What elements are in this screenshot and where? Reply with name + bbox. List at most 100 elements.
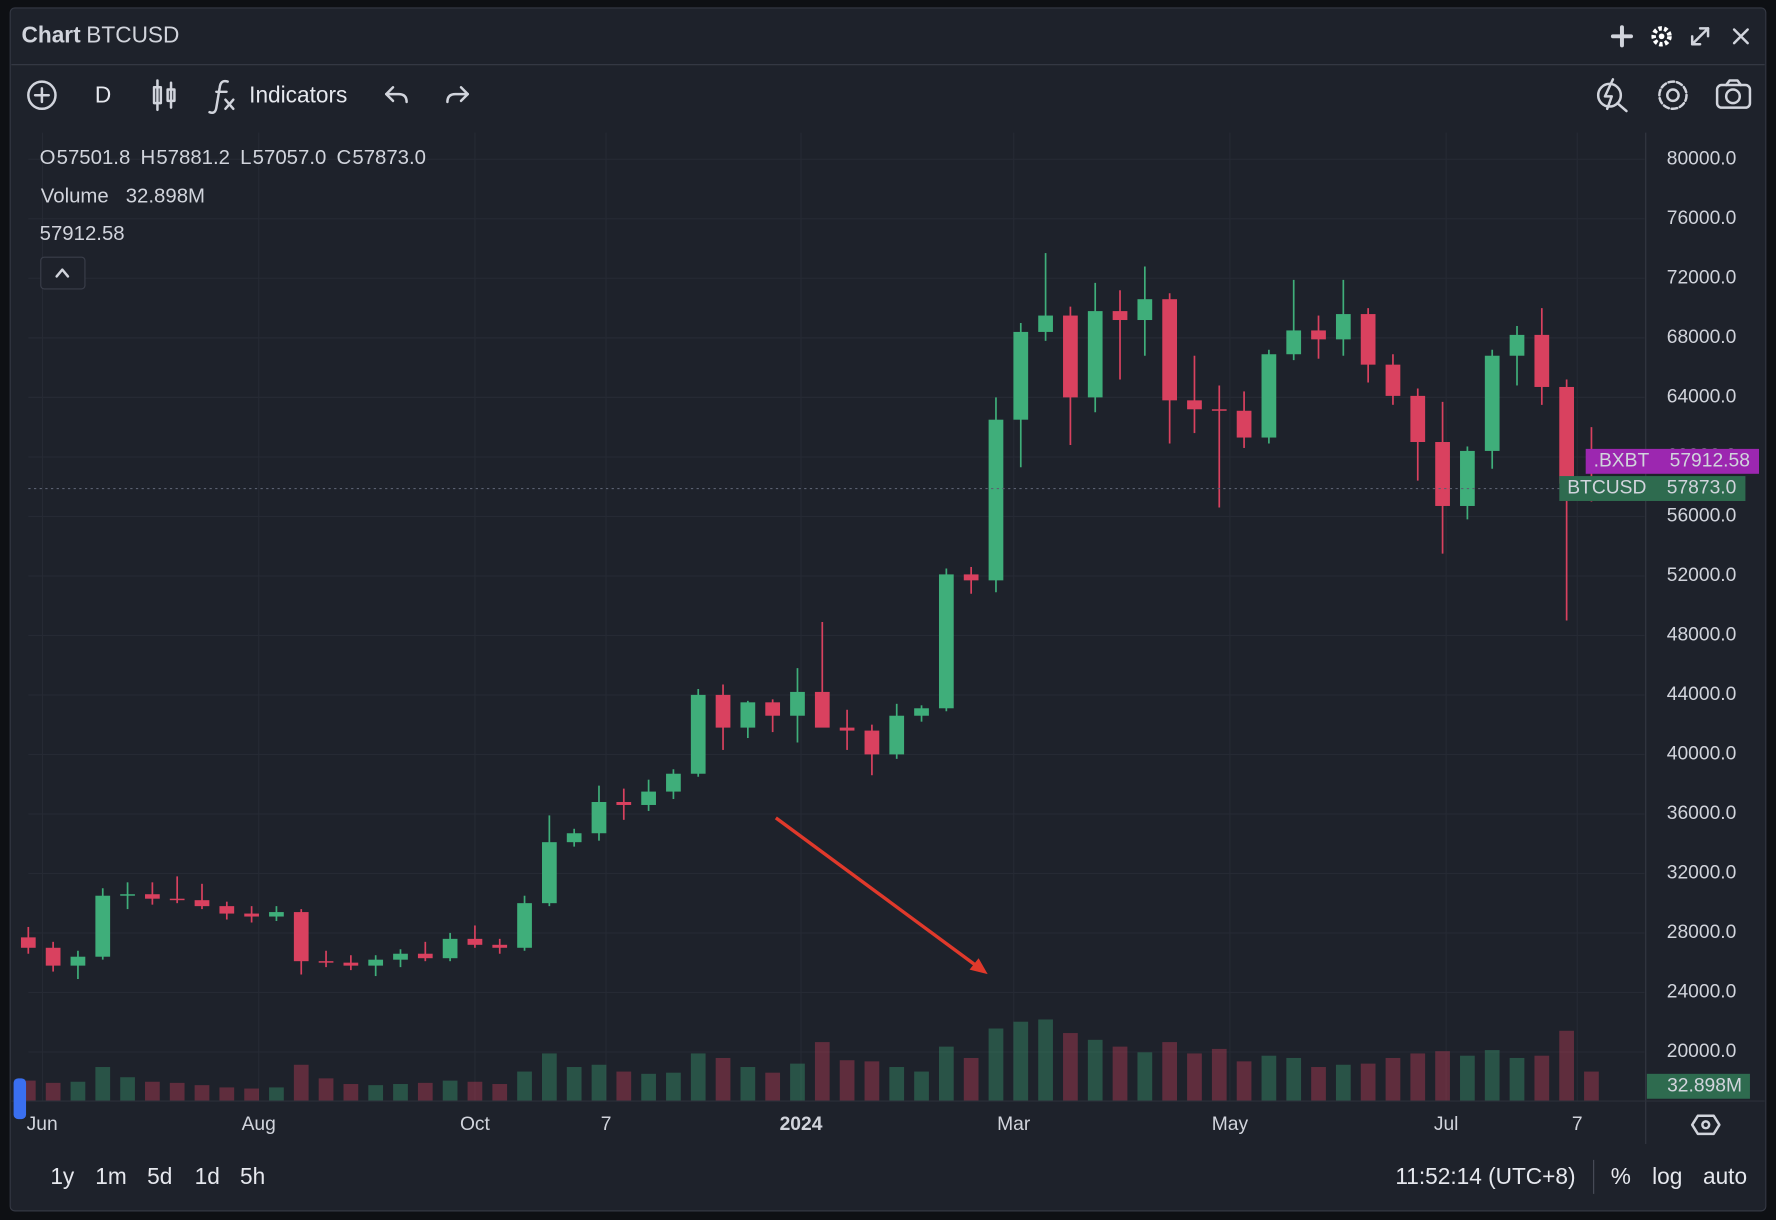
y-tick-label: 20000.0 [1667, 1041, 1737, 1062]
chart-type-button[interactable] [152, 79, 176, 112]
volume-bar [765, 1072, 781, 1102]
x-tick-label: May [1212, 1114, 1249, 1135]
collapse-legend-button[interactable] [40, 256, 86, 290]
axis-settings-button[interactable] [1690, 1114, 1721, 1136]
volume-bar [814, 1042, 830, 1102]
redo-button[interactable] [446, 86, 470, 104]
candle-body [1509, 334, 1525, 356]
volume-bar [1335, 1064, 1351, 1102]
candle-body [963, 574, 979, 581]
candle-body [914, 708, 929, 716]
add-indicator-button[interactable] [27, 80, 57, 111]
volume-bar [1038, 1019, 1053, 1102]
candle-body [20, 937, 36, 948]
candle-body [641, 791, 656, 805]
y-tick-label: 80000.0 [1667, 148, 1737, 169]
candle-body [517, 903, 532, 948]
auto-toggle[interactable]: auto [1703, 1163, 1747, 1189]
price-tag-bg [1559, 476, 1746, 501]
volume-bar [368, 1085, 384, 1102]
candle-body [145, 894, 160, 899]
volume-tag-bg [1646, 1073, 1750, 1099]
range-button[interactable]: 1y [50, 1163, 75, 1189]
candle-body [839, 727, 855, 731]
candle-body [1435, 442, 1450, 506]
chart-settings-button[interactable] [1658, 80, 1688, 111]
plot-area [20, 132, 1645, 1102]
candle-body [293, 912, 309, 962]
volume-bar [566, 1067, 582, 1102]
volume-bar [393, 1084, 408, 1102]
range-button[interactable]: 5h [240, 1163, 265, 1189]
volume-bar [790, 1063, 805, 1102]
candle-body [1534, 334, 1550, 387]
volume-bar [1112, 1046, 1128, 1102]
y-tick-label: 40000.0 [1667, 743, 1737, 764]
indicators-button[interactable]: Indicators [249, 81, 347, 107]
annotation-arrow [774, 816, 985, 973]
percent-toggle[interactable]: % [1611, 1163, 1631, 1189]
candle-body [864, 730, 880, 755]
clock: 11:52:14 (UTC+8) [1395, 1163, 1575, 1189]
candle-body [393, 953, 408, 960]
volume-bar [1410, 1053, 1426, 1102]
fx-icon[interactable] [208, 79, 235, 115]
volume-bar [1385, 1057, 1401, 1102]
volume-bar [616, 1071, 632, 1102]
volume-tag-value: 32.898M [1667, 1075, 1742, 1096]
volume-bar [864, 1061, 880, 1102]
interval-button[interactable]: D [95, 81, 111, 107]
volume-bar [244, 1088, 259, 1102]
candle-body [417, 953, 433, 959]
volume-bar [641, 1073, 656, 1102]
legend-value: 57873.0 [352, 147, 426, 169]
volume-bar [988, 1028, 1004, 1102]
undo-button[interactable] [384, 86, 408, 104]
volume-tag: 32.898M [1646, 1073, 1750, 1099]
candle-body [938, 574, 954, 709]
volume-bar [70, 1081, 86, 1102]
volume-bar [1559, 1030, 1574, 1102]
candle-body [442, 938, 458, 959]
sidebar-toggle[interactable] [13, 1078, 27, 1120]
volume-bar [1013, 1021, 1029, 1102]
x-tick-label: Jun [27, 1114, 58, 1135]
settings-button[interactable] [1651, 26, 1672, 47]
volume-legend-value: 32.898M [126, 186, 205, 208]
volume-bar [1584, 1071, 1599, 1102]
close-button[interactable] [1732, 28, 1749, 45]
price-tag-value: 57873.0 [1667, 478, 1737, 499]
range-button[interactable]: 5d [147, 1163, 172, 1189]
volume-bar [95, 1067, 111, 1102]
candle-body [591, 802, 607, 834]
candle-body [765, 702, 781, 716]
drawing-tools-button[interactable] [1596, 78, 1628, 113]
candle-body [566, 833, 582, 843]
candle-body [1162, 299, 1178, 401]
range-button[interactable]: 1d [195, 1163, 220, 1189]
y-tick-label: 48000.0 [1667, 624, 1737, 645]
legend-value: 57881.2 [156, 147, 230, 169]
x-tick-label: Oct [460, 1114, 491, 1135]
candle-body [368, 959, 384, 966]
candle-body [1261, 354, 1277, 438]
candle-body [1112, 311, 1128, 321]
legend-key: L [240, 147, 251, 169]
y-tick-label: 36000.0 [1667, 803, 1737, 824]
candle-body [889, 715, 905, 755]
add-button[interactable] [1610, 25, 1634, 48]
legend-key: C [337, 147, 352, 169]
expand-button[interactable] [1690, 27, 1710, 46]
screenshot-button[interactable] [1715, 79, 1752, 109]
y-tick-label: 76000.0 [1667, 208, 1737, 229]
candle-body [1137, 299, 1153, 321]
price-tag-name: BTCUSD [1567, 478, 1646, 499]
candle-body [541, 842, 557, 904]
log-toggle[interactable]: log [1652, 1163, 1682, 1189]
candle-body [1460, 450, 1475, 506]
candle-body [1286, 330, 1302, 355]
candle-body [988, 419, 1004, 581]
range-button[interactable]: 1m [95, 1163, 126, 1189]
